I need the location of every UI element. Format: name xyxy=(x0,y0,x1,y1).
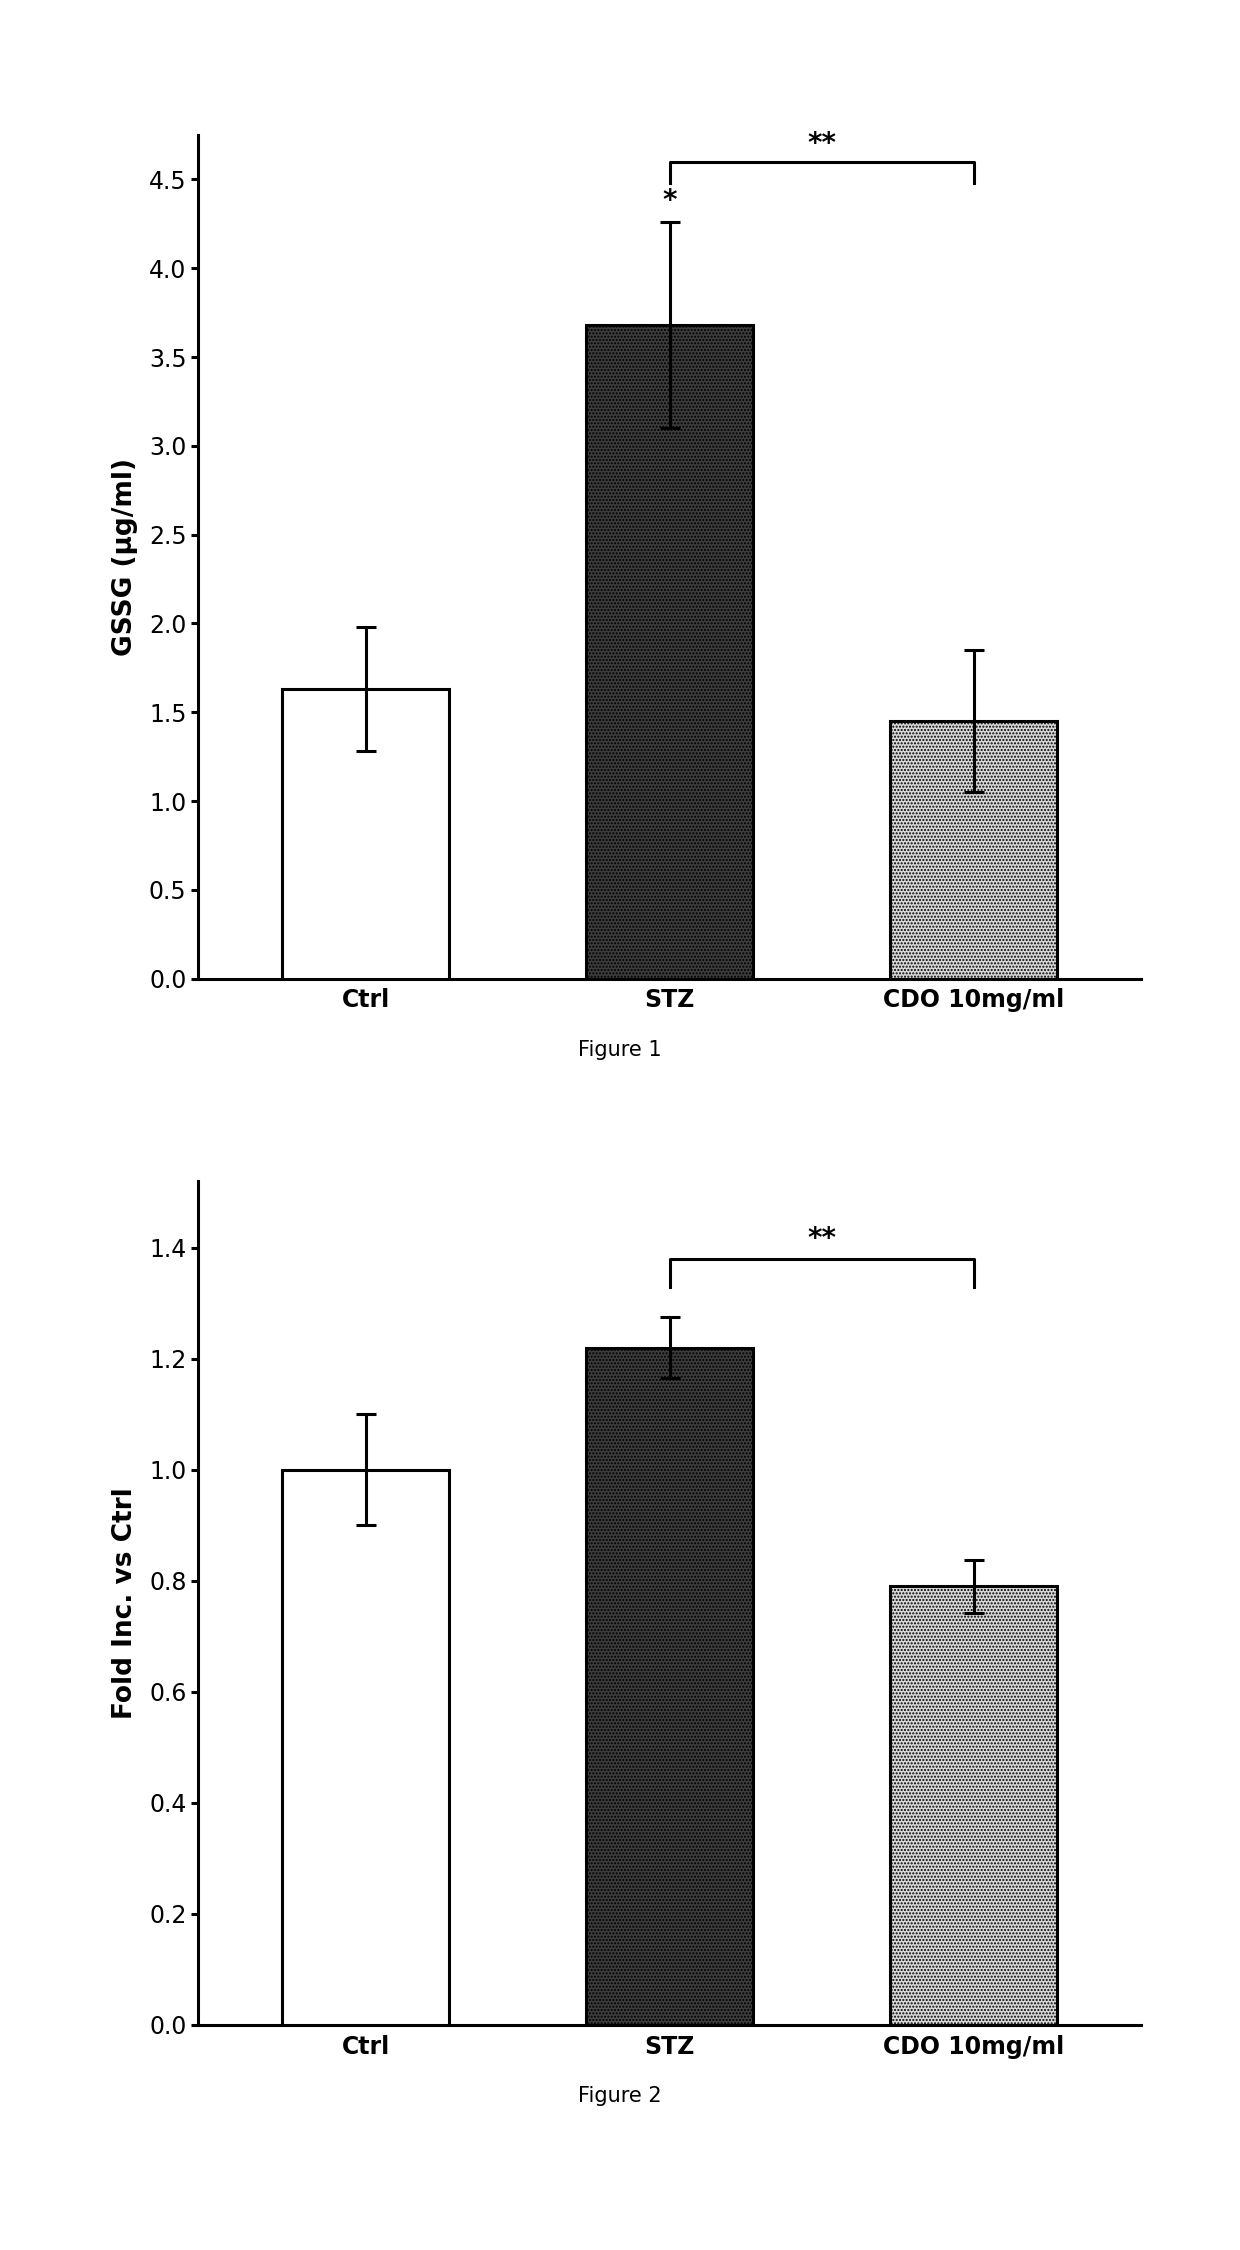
Bar xyxy=(281,1469,449,2025)
Text: Figure 2: Figure 2 xyxy=(578,2086,662,2106)
Bar xyxy=(890,722,1058,979)
Y-axis label: Fold Inc. vs Ctrl: Fold Inc. vs Ctrl xyxy=(112,1487,138,1719)
Bar xyxy=(281,688,449,979)
Bar xyxy=(890,1586,1058,2025)
Text: **: ** xyxy=(807,130,836,158)
Text: Figure 1: Figure 1 xyxy=(578,1040,662,1060)
Bar xyxy=(587,324,753,979)
Text: *: * xyxy=(662,187,677,216)
Bar xyxy=(587,1348,753,2025)
Text: **: ** xyxy=(807,1226,836,1253)
Y-axis label: GSSG (μg/ml): GSSG (μg/ml) xyxy=(112,459,138,657)
